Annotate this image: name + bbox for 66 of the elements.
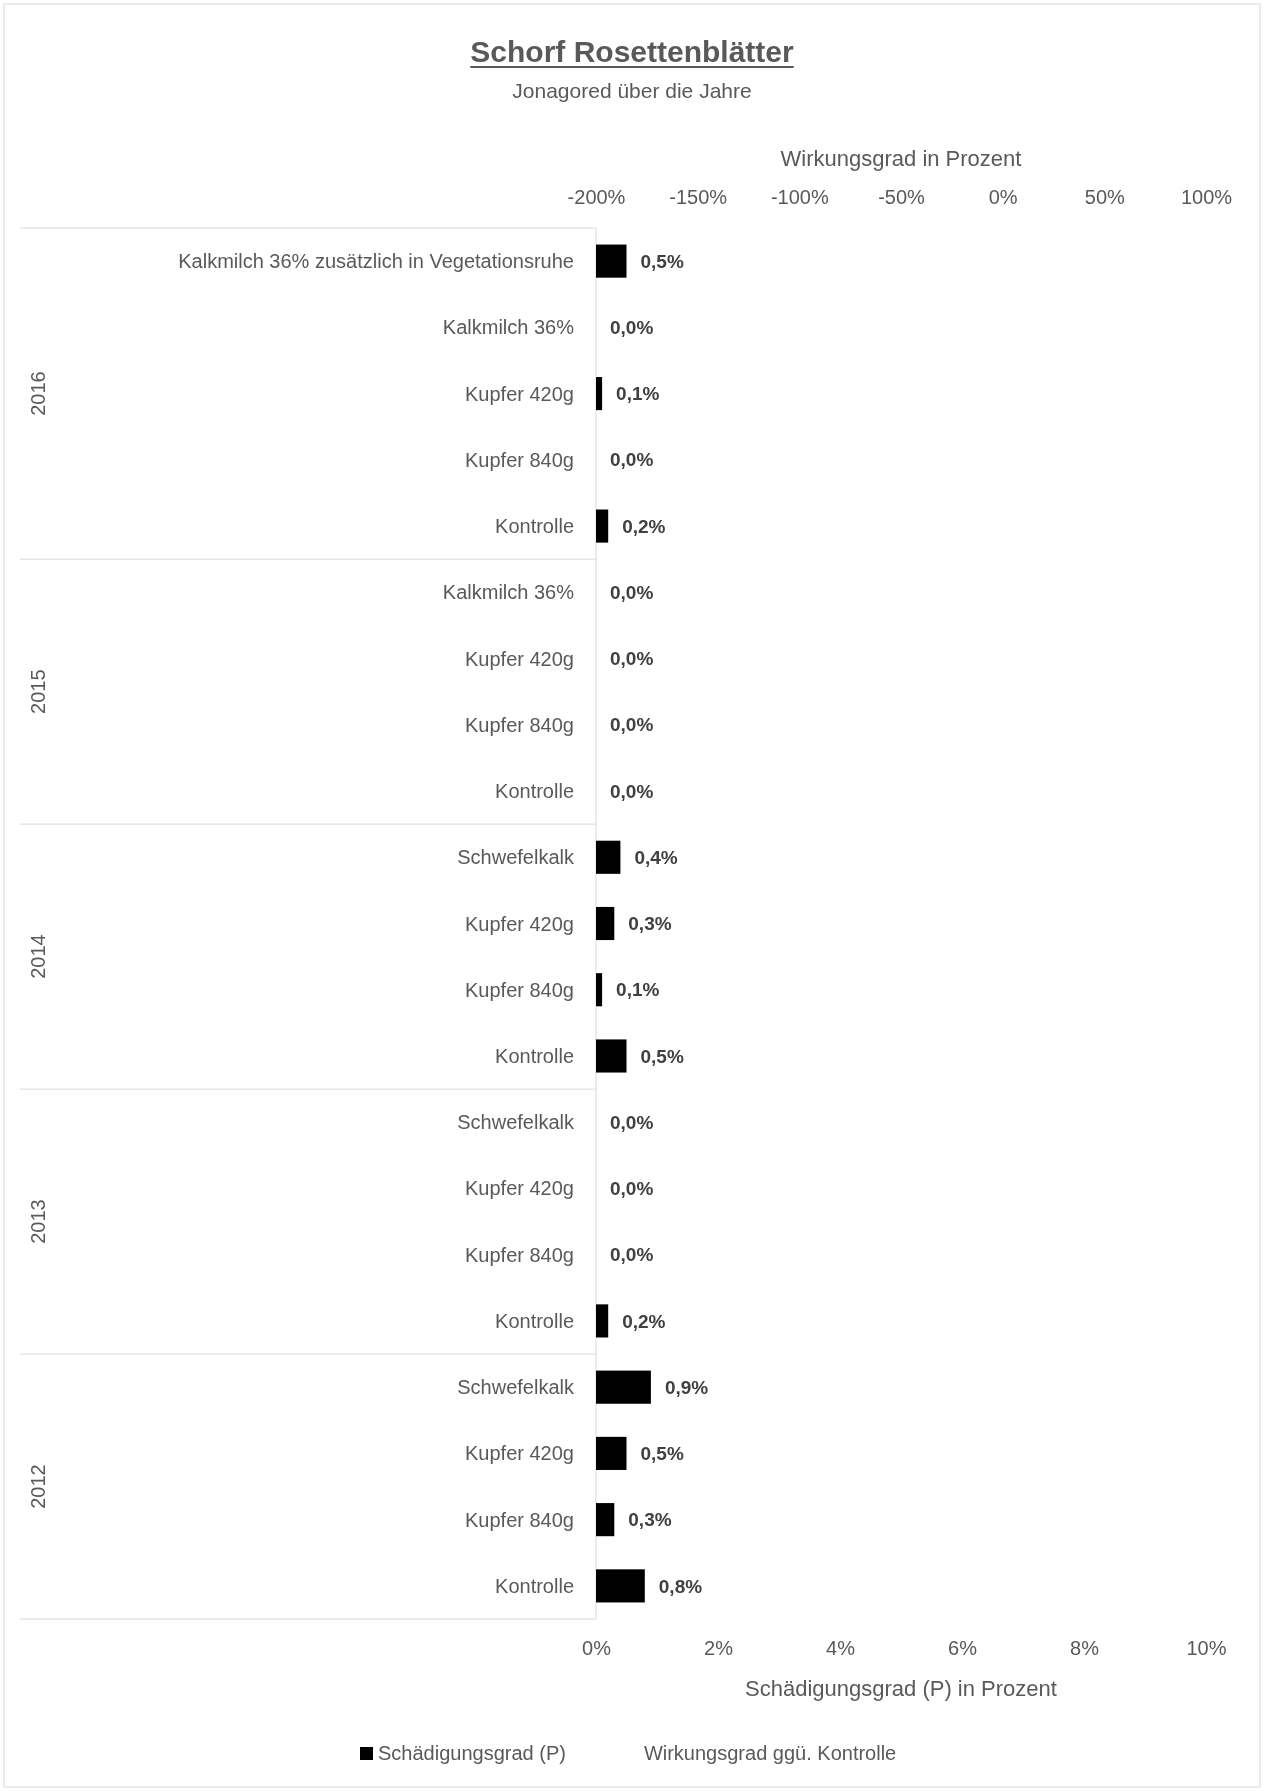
x-axis-title: Schädigungsgrad (P) in Prozent	[745, 1676, 1057, 1701]
data-label: 0,5%	[640, 1443, 684, 1465]
y-tick-label: Kupfer 420g	[465, 382, 574, 405]
x2-tick-label: 0%	[988, 186, 1018, 208]
data-label: 0,1%	[616, 383, 660, 405]
y-tick-label: Schwefelkalk	[457, 846, 575, 869]
data-label: 0,0%	[610, 648, 654, 670]
data-label: 0,0%	[610, 317, 654, 339]
text: 2013	[27, 1199, 49, 1244]
y-tick-label: Kontrolle	[495, 1309, 574, 1332]
data-label: 0,0%	[610, 714, 654, 736]
data-label: 0,2%	[622, 515, 666, 537]
y-tick-label: Kontrolle	[495, 515, 574, 538]
x-tick-label: 2%	[704, 1637, 734, 1660]
text: 2012	[27, 1464, 49, 1509]
y-tick-label: Schwefelkalk	[457, 1111, 575, 1134]
x-tick-label: 4%	[826, 1637, 856, 1660]
x2-tick-label: 100%	[1180, 186, 1233, 208]
y-tick-label: Kupfer 840g	[465, 448, 574, 471]
x2-tick-label: -100%	[770, 186, 829, 208]
data-label: 0,2%	[622, 1310, 666, 1332]
data-label: 0,3%	[628, 1509, 672, 1531]
data-label: 0,0%	[610, 780, 654, 802]
data-label: 0,5%	[640, 250, 684, 272]
y-tick-label: Kupfer 840g	[465, 713, 574, 736]
y-tick-label: Kalkmilch 36%	[442, 581, 575, 604]
data-label: 0,4%	[634, 846, 678, 868]
text: 2014	[27, 934, 49, 979]
data-label: 0,9%	[664, 1376, 709, 1398]
y-tick-label: Kupfer 840g	[465, 978, 574, 1001]
y-tick-label: Kupfer 420g	[465, 1177, 574, 1200]
y-tick-label: Kupfer 420g	[465, 647, 574, 670]
text: Wirkungsgrad ggü. Kontrolle	[643, 1742, 897, 1764]
y-tick-label: Kalkmilch 36%	[442, 316, 575, 339]
y-tick-label: Kupfer 840g	[465, 1508, 574, 1531]
legend-label: Schädigungsgrad (P)	[378, 1742, 566, 1764]
x-tick-label: 8%	[1070, 1637, 1100, 1660]
data-label: 0,1%	[616, 979, 660, 1001]
x2-tick-label: -150%	[669, 186, 728, 208]
y-tick-label: Kontrolle	[495, 1574, 574, 1597]
x-tick-label: 10%	[1186, 1637, 1227, 1660]
y-tick-label: Kupfer 840g	[465, 1243, 574, 1266]
y-tick-label: Kupfer 420g	[465, 912, 574, 935]
x2-tick-label: 50%	[1084, 186, 1126, 208]
x-tick-label: 0%	[582, 1637, 612, 1660]
chart-subtitle: Jonagored über die Jahre	[512, 79, 752, 102]
chart-title: Schorf Rosettenblätter	[470, 35, 795, 68]
data-label: 0,5%	[640, 1045, 684, 1067]
data-label: 0,0%	[610, 1111, 654, 1133]
text: 2016	[27, 371, 49, 416]
data-label: 0,8%	[658, 1575, 703, 1597]
x2-tick-label: -50%	[878, 186, 926, 208]
data-label: 0,0%	[610, 449, 654, 471]
data-label: 0,0%	[610, 1244, 654, 1266]
y-tick-label: Kalkmilch 36% zusätzlich in Vegetationsruhe	[178, 250, 574, 273]
data-label: 0,0%	[610, 1178, 654, 1200]
x2-tick-label: -200%	[567, 186, 626, 208]
text: 2015	[27, 669, 49, 714]
data-label: 0,3%	[628, 913, 672, 935]
y-tick-label: Kontrolle	[495, 1044, 574, 1067]
y-tick-label: Kupfer 420g	[465, 1442, 574, 1465]
y-tick-label: Kontrolle	[495, 780, 574, 803]
x2-axis-title: Wirkungsgrad in Prozent	[780, 146, 1022, 171]
data-label: 0,0%	[610, 581, 654, 603]
x-tick-label: 6%	[948, 1637, 978, 1660]
y-tick-label: Schwefelkalk	[457, 1376, 575, 1399]
